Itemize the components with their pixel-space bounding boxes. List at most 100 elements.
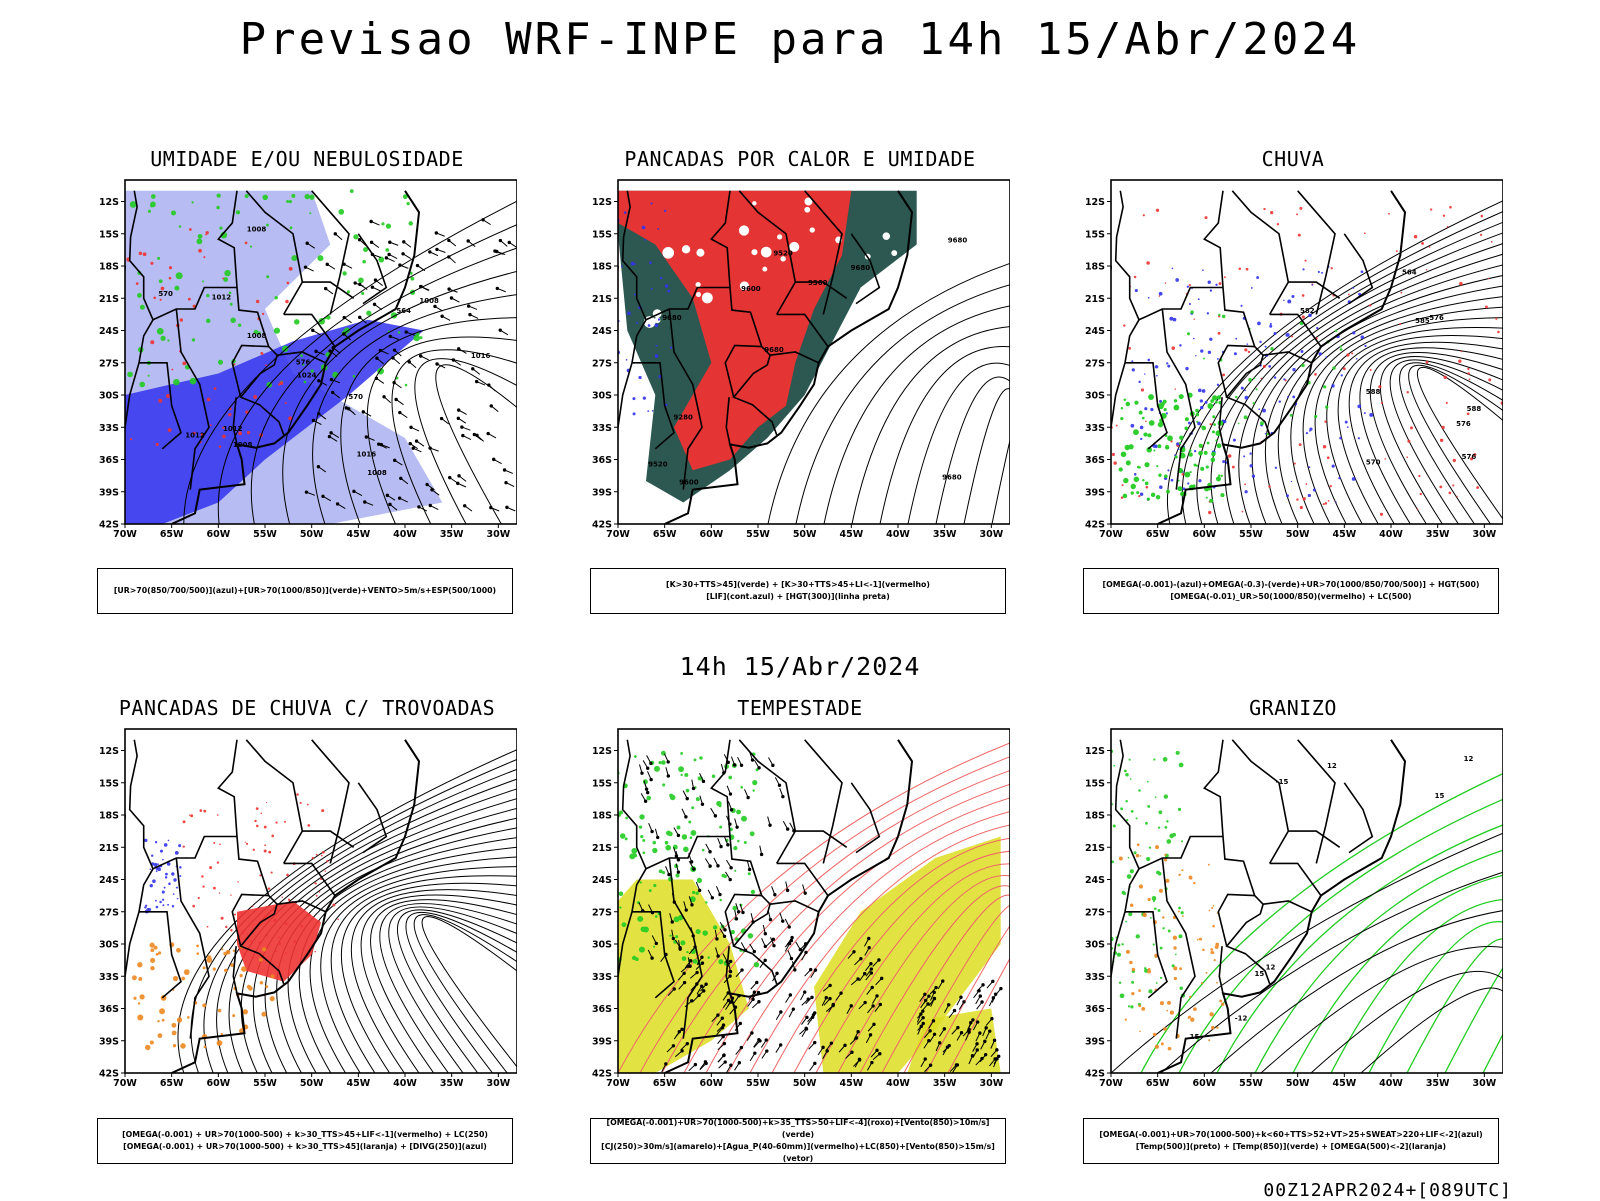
panel-title-pancadas-trovoadas: PANCADAS DE CHUVA C/ TROVOADAS xyxy=(118,696,496,720)
lon-tick-label: 45W xyxy=(839,1078,863,1089)
lat-tick-label: 12S xyxy=(1085,197,1105,208)
lon-tick-label: 70W xyxy=(113,1078,137,1089)
lon-tick-label: 35W xyxy=(1426,1078,1450,1089)
lon-tick-label: 50W xyxy=(1286,529,1310,540)
contour-labels: 1008 1008 1012 1012 1008 1016 1016 1008 1024 1008… xyxy=(158,226,490,477)
legend-line: [LIF](cont.azul) + [HGT(300)](linha pret… xyxy=(706,592,890,601)
lon-tick-label: 30W xyxy=(979,1078,1003,1089)
map-chuva: 588 588 585 576 570 564 576 582 576 12S 15S 18S 21S 2… xyxy=(1083,178,1503,550)
lat-tick-label: 15S xyxy=(99,778,119,789)
contour-label: 15 xyxy=(1190,1033,1200,1041)
lat-tick-label: 33S xyxy=(1085,423,1105,434)
contour-label: 1012 xyxy=(223,425,243,433)
lat-tick-label: 27S xyxy=(99,358,119,369)
legend-line: [OMEGA(-0.001)+UR>70(1000-500)+k>35_TTS>… xyxy=(606,1118,990,1139)
lat-tick-label: 21S xyxy=(592,843,612,854)
lon-tick-label: 40W xyxy=(393,1078,417,1089)
lat-tick-label: 24S xyxy=(99,326,119,337)
lat-tick-label: 12S xyxy=(99,746,119,757)
contour-label: 1008 xyxy=(247,226,267,234)
contour-label: 588 xyxy=(1366,388,1381,396)
contour-label: 12 xyxy=(1327,762,1337,770)
lon-tick-label: 50W xyxy=(793,529,817,540)
panel-title-chuva: CHUVA xyxy=(1261,147,1325,171)
lon-tick-label: 55W xyxy=(1239,529,1263,540)
lat-tick-label: 18S xyxy=(99,811,119,822)
lat-tick-label: 36S xyxy=(1085,1004,1105,1015)
contour-label: 1024 xyxy=(297,372,317,380)
legend-tempestade: [OMEGA(-0.001)+UR>70(1000-500)+k>35_TTS>… xyxy=(590,1118,1006,1164)
contour-label: -12 xyxy=(1235,1014,1248,1022)
lon-tick-label: 55W xyxy=(746,529,770,540)
lon-tick-label: 45W xyxy=(346,529,370,540)
lon-tick-label: 70W xyxy=(606,1078,630,1089)
run-info-label: 00Z12APR2024+[089UTC] xyxy=(1263,1180,1512,1201)
contour-label: 570 xyxy=(1366,459,1381,467)
lon-tick-label: 60W xyxy=(206,529,230,540)
lat-tick-label: 33S xyxy=(592,423,612,434)
lon-tick-label: 40W xyxy=(393,529,417,540)
lat-tick-label: 15S xyxy=(592,778,612,789)
lat-tick-label: 21S xyxy=(99,294,119,305)
panel-title-tempestade: TEMPESTADE xyxy=(737,696,863,720)
lat-tick-label: 27S xyxy=(592,907,612,918)
contour-label: 1008 xyxy=(419,297,439,305)
contour-label: 12 xyxy=(1266,964,1276,972)
lat-tick-label: 18S xyxy=(1085,811,1105,822)
lon-tick-label: 45W xyxy=(839,529,863,540)
legend-line: [OMEGA(-0.01)_UR>50(1000/850)(vermelho) … xyxy=(1170,592,1412,601)
lon-tick-label: 50W xyxy=(793,1078,817,1089)
lat-tick-label: 12S xyxy=(592,197,612,208)
legend-umidade: [UR>70(850/700/500)](azul)+[UR>70(1000/8… xyxy=(97,568,513,614)
legend-pancadas-trovoadas: [OMEGA(-0.001) + UR>70(1000-500) + k>30_… xyxy=(97,1118,513,1164)
lat-tick-label: 27S xyxy=(1085,358,1105,369)
lon-tick-label: 35W xyxy=(933,1078,957,1089)
contour-label: 1008 xyxy=(367,469,387,477)
lon-tick-label: 35W xyxy=(933,529,957,540)
legend-granizo: [OMEGA(-0.001)+UR>70(1000-500)+k<60+TTS>… xyxy=(1083,1118,1499,1164)
lon-tick-label: 30W xyxy=(486,1078,510,1089)
contour-label: 1012 xyxy=(212,294,232,302)
lon-tick-label: 40W xyxy=(886,1078,910,1089)
lon-tick-label: 50W xyxy=(300,1078,324,1089)
contour-label: 570 xyxy=(348,393,363,401)
lat-tick-label: 33S xyxy=(592,972,612,983)
lon-tick-label: 50W xyxy=(300,529,324,540)
lat-tick-label: 42S xyxy=(1085,1069,1105,1080)
map-borders xyxy=(618,190,914,524)
panel-title-umidade: UMIDADE E/OU NEBULOSIDADE xyxy=(150,147,464,171)
lat-tick-label: 30S xyxy=(1085,391,1105,402)
legend-line: [OMEGA(-0.001) + UR>70(1000-500) + k>30_… xyxy=(122,1130,488,1139)
map-umidade: 1008 1008 1012 1012 1008 1016 1016 1008 1024 1008… xyxy=(97,178,517,550)
lon-tick-label: 40W xyxy=(1379,1078,1403,1089)
lon-tick-label: 65W xyxy=(653,529,677,540)
contour-label: 9680 xyxy=(662,314,682,322)
lat-tick-label: 18S xyxy=(1085,262,1105,273)
lon-tick-label: 30W xyxy=(486,529,510,540)
contour-label: 576 xyxy=(1462,453,1477,461)
contour-label: 9680 xyxy=(764,346,784,354)
lat-tick-label: 30S xyxy=(99,940,119,951)
lon-tick-label: 40W xyxy=(886,529,910,540)
contour-label: 1008 xyxy=(233,441,253,449)
lon-tick-label: 30W xyxy=(979,529,1003,540)
contour-label: 1008 xyxy=(247,332,267,340)
contour-label: 588 xyxy=(1467,405,1482,413)
contour-label: 9520 xyxy=(648,460,668,468)
lat-tick-label: 21S xyxy=(592,294,612,305)
map-frame-border xyxy=(617,179,1010,525)
legend-line: [OMEGA(-0.001) + UR>70(1000-500) + k>30_… xyxy=(123,1142,487,1151)
lat-tick-label: 27S xyxy=(592,358,612,369)
contour-label: -15 xyxy=(1276,778,1289,786)
contour-label: 582 xyxy=(1300,307,1315,315)
legend-line: [Temp(500)](preto) + [Temp(850)](verde) … xyxy=(1135,1142,1447,1151)
lat-tick-label: 42S xyxy=(592,520,612,531)
panel-title-granizo: GRANIZO xyxy=(1249,696,1337,720)
lat-tick-label: 39S xyxy=(592,487,612,498)
lat-tick-label: 33S xyxy=(99,972,119,983)
contour-label: 564 xyxy=(396,307,411,315)
map-frame-border xyxy=(124,179,517,525)
lat-tick-label: 24S xyxy=(1085,875,1105,886)
